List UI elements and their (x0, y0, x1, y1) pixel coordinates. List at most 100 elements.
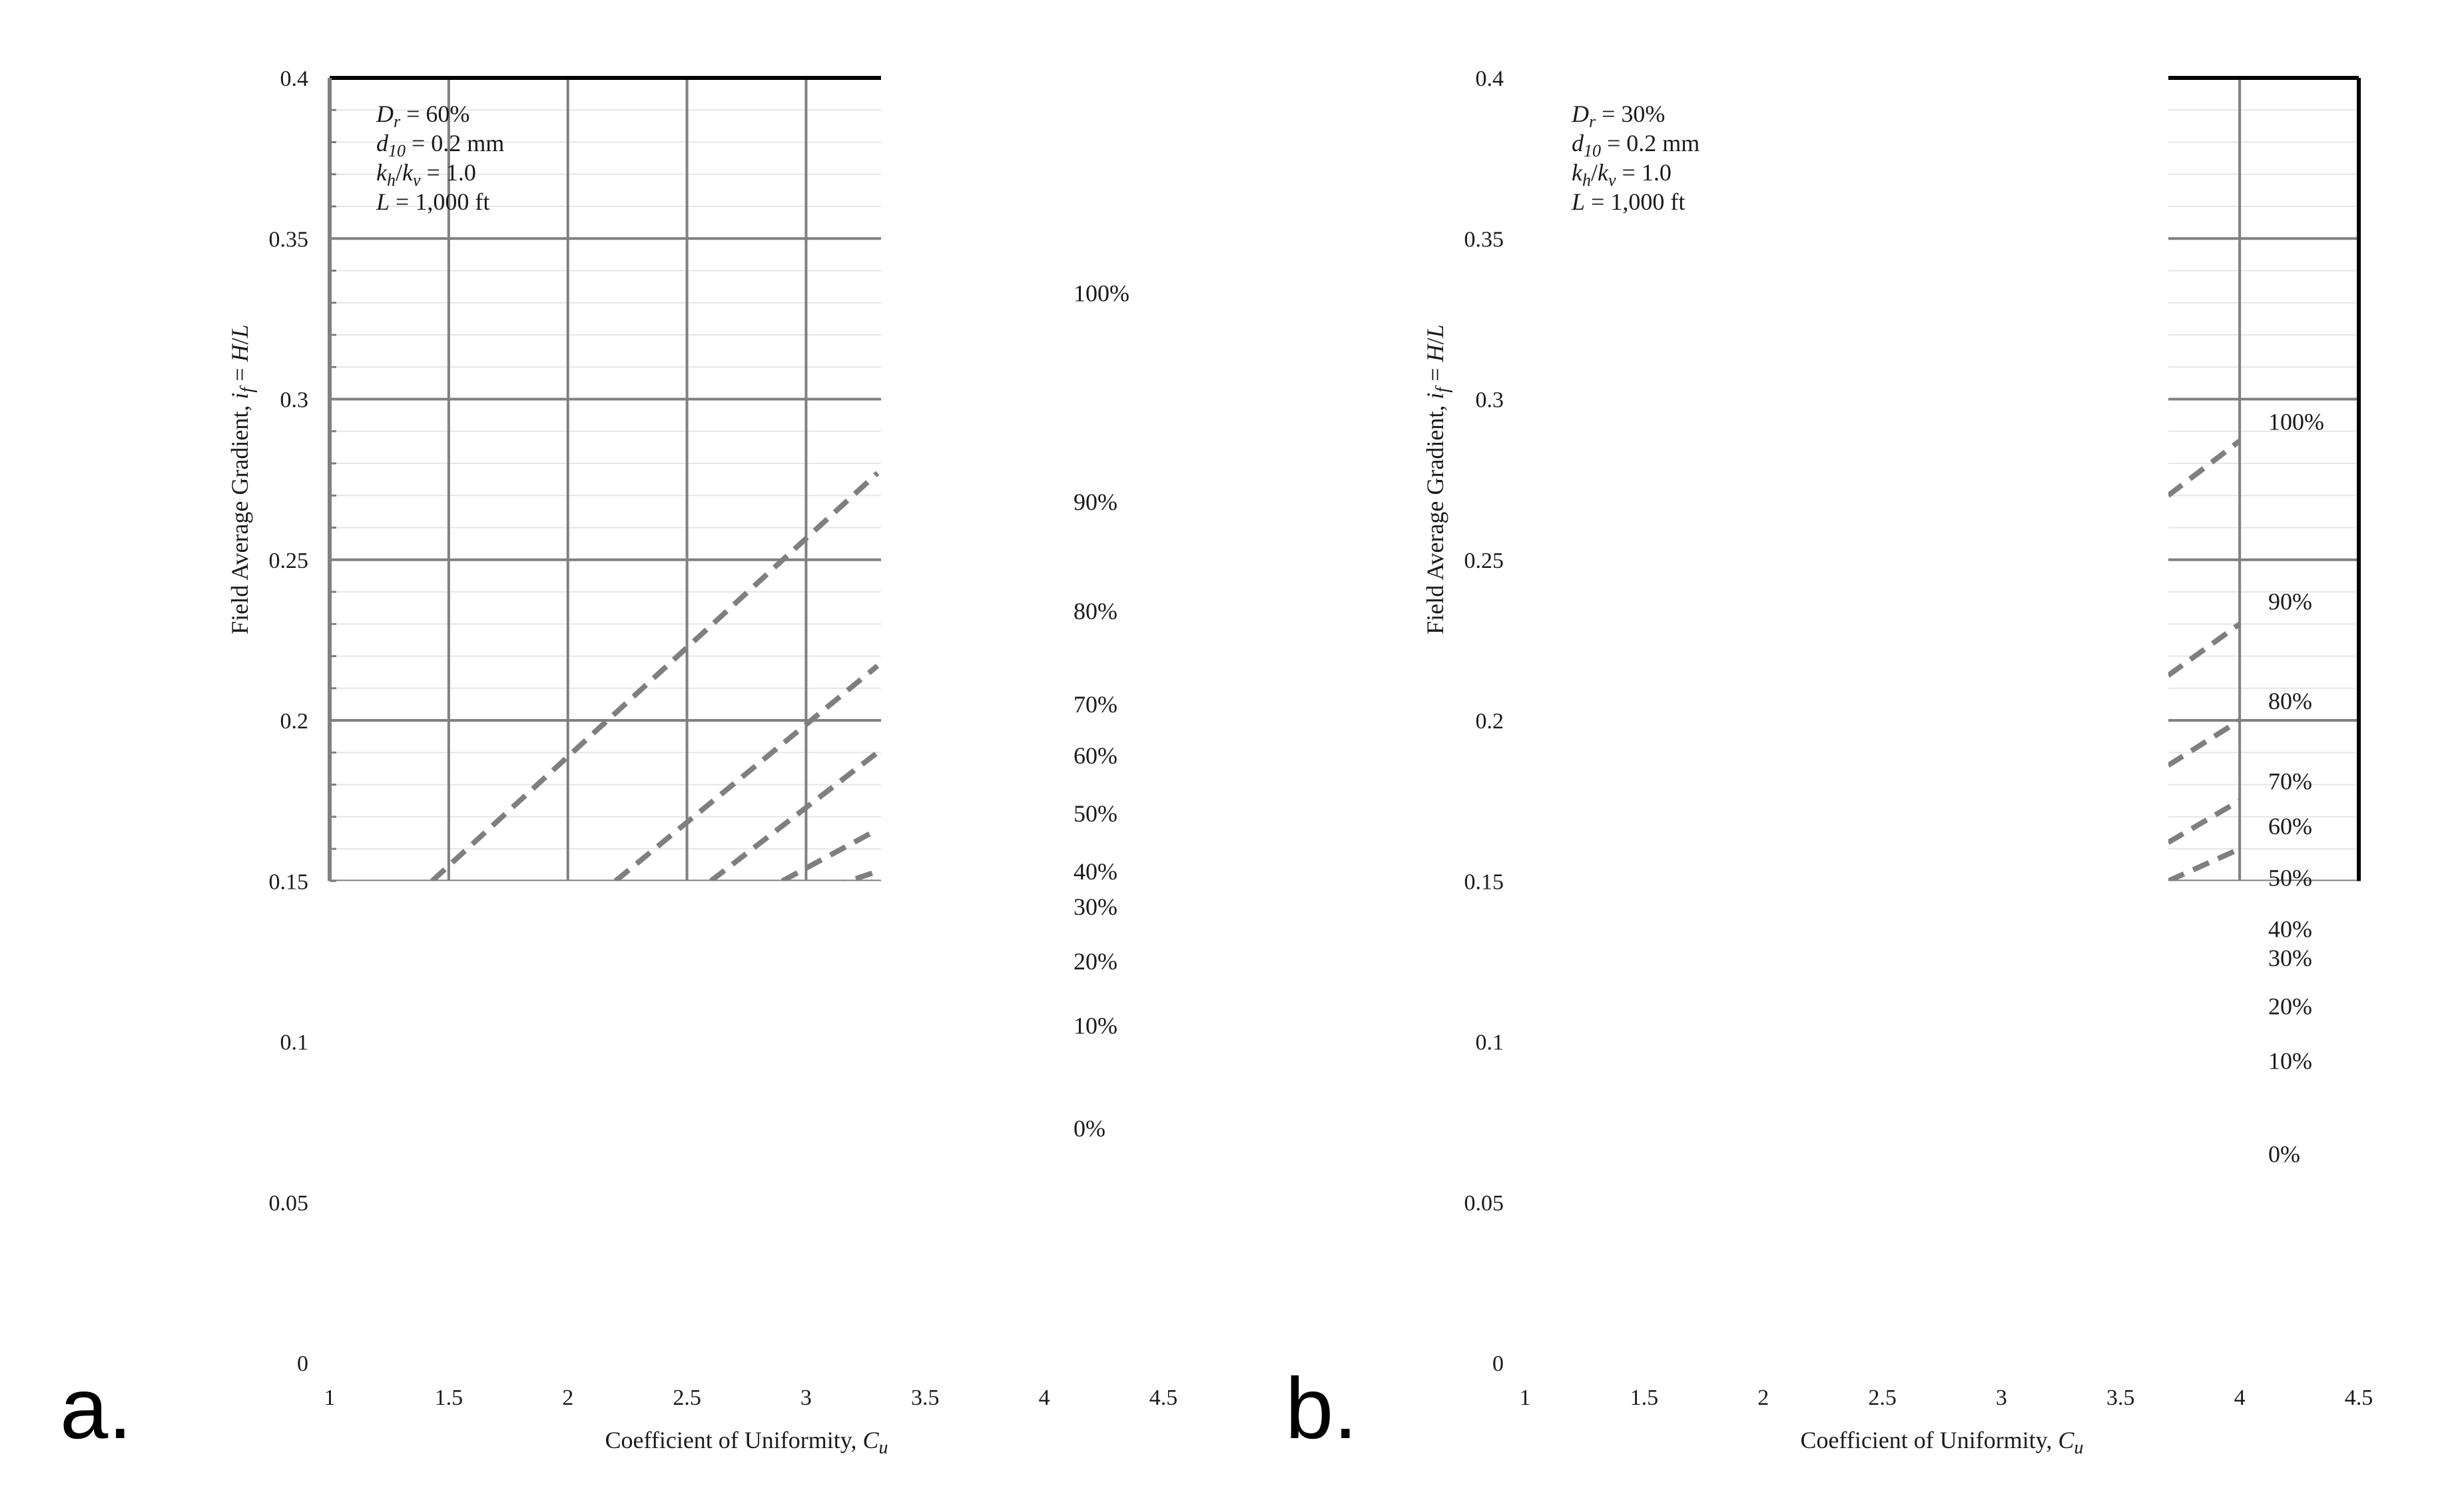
x-tick-label: 1 (1520, 1385, 1531, 1410)
y-tick-label: 0.4 (280, 67, 309, 91)
x-tick-label: 4.5 (2345, 1385, 2373, 1410)
annotation-sub: h (1582, 170, 1591, 190)
series-label: 80% (1074, 598, 1117, 625)
annotation-sub: 10 (388, 141, 406, 160)
annotation-sub: r (394, 112, 401, 131)
y-axis-label-var3: L (1422, 324, 1448, 338)
series-line (430, 471, 880, 881)
series-label: 100% (2268, 408, 2324, 435)
y-axis-label-rest: = (1422, 362, 1448, 387)
plot-area (2168, 78, 2359, 881)
series-label: 60% (1074, 742, 1117, 769)
x-axis-label-sub: u (878, 1437, 888, 1458)
series-line (613, 663, 880, 881)
y-tick-label: 0.15 (1464, 870, 1504, 894)
series-label: 10% (1074, 1012, 1117, 1039)
series-label: 50% (2268, 864, 2312, 891)
series-line (840, 868, 879, 881)
series-label: 70% (2268, 768, 2312, 795)
series-line (2168, 622, 2242, 678)
annotation-slash: / (1591, 159, 1598, 186)
y-axis-label-slash: / (226, 338, 253, 344)
y-tick-label: 0.1 (1476, 1031, 1504, 1055)
y-tick-label: 0 (1492, 1352, 1504, 1376)
series-label: 80% (2268, 688, 2312, 714)
x-tick-label: 2 (1757, 1385, 1769, 1410)
annotation-sub2: v (413, 170, 421, 190)
annotation-var: L (1571, 188, 1585, 215)
y-tick-label: 0.3 (1476, 388, 1504, 413)
x-tick-label: 1.5 (435, 1385, 463, 1410)
x-tick-label: 4 (1039, 1385, 1050, 1410)
x-tick-label: 3.5 (2106, 1385, 2135, 1410)
annotation-value: = 30% (1596, 101, 1665, 127)
series-label: 30% (2268, 945, 2312, 971)
annotation-var: k (1572, 159, 1583, 186)
series-line (2168, 718, 2242, 768)
x-tick-label: 4 (2234, 1385, 2246, 1410)
y-axis-label-var2: H (226, 343, 253, 362)
x-tick-label: 1 (324, 1385, 336, 1410)
y-tick-label: 0.35 (1464, 227, 1504, 252)
annotation-value: = 0.2 mm (406, 130, 504, 156)
y-axis-label: Field Average Gradient, if = H/L (1422, 324, 1453, 634)
x-axis-label-text: Coefficient of Uniformity, (1801, 1427, 2058, 1453)
series-label: 60% (2268, 813, 2312, 840)
y-axis-label: Field Average Gradient, if = H/L (226, 324, 258, 634)
y-tick-label: 0.1 (280, 1031, 309, 1055)
series-line (2168, 846, 2241, 881)
x-tick-label: 3 (800, 1385, 812, 1410)
series-label: 100% (1074, 280, 1129, 306)
series-label: 0% (1074, 1115, 1105, 1142)
y-tick-label: 0.25 (269, 549, 309, 573)
y-tick-label: 0.4 (1476, 67, 1504, 91)
series-label: 10% (2268, 1047, 2312, 1074)
annotation-line: d10 = 0.2 mm (376, 130, 504, 160)
annotation-var: d (376, 130, 389, 156)
annotation-var: D (1571, 101, 1589, 127)
series-label: 20% (1074, 948, 1117, 975)
annotation-line: d10 = 0.2 mm (1572, 130, 1699, 160)
y-tick-label: 0.05 (1464, 1191, 1504, 1216)
plot-area (330, 78, 881, 881)
x-tick-label: 2 (562, 1385, 573, 1410)
y-tick-label: 0.25 (1464, 549, 1504, 573)
series-line (2168, 798, 2242, 845)
annotation-var2: k (1598, 159, 1609, 186)
annotation-line: Dr = 60% (376, 101, 469, 131)
annotation-sub: h (387, 170, 396, 190)
annotation-line: kh/kv = 1.0 (376, 159, 476, 190)
y-axis-label-slash: / (1422, 338, 1448, 344)
series-line (2168, 439, 2242, 498)
x-tick-label: 1.5 (1630, 1385, 1659, 1410)
annotation-var: k (376, 159, 388, 186)
x-axis-label-sub: u (2074, 1437, 2083, 1458)
y-tick-label: 0.05 (269, 1191, 309, 1216)
chart-panel-a: 0 0.05 0.1 0.15 0.2 0.25 0.3 0.35 0.4 1 1.5 2 2.5 3 3.… (60, 67, 1177, 1458)
annotation-slash: / (396, 159, 402, 186)
x-axis-label-var: C (862, 1427, 879, 1453)
annotation-value: = 0.2 mm (1601, 130, 1699, 156)
y-axis-label-text: Field Average Gradient, (226, 399, 253, 634)
x-tick-label: 2.5 (673, 1385, 701, 1410)
annotation-var: D (376, 101, 394, 127)
series-label: 0% (2268, 1140, 2300, 1167)
annotation-line: L = 1,000 ft (376, 188, 489, 215)
x-tick-label: 4.5 (1149, 1385, 1178, 1410)
series-label: 50% (1074, 800, 1117, 827)
x-axis-label: Coefficient of Uniformity, Cu (1801, 1427, 2084, 1458)
series-label: 30% (1074, 893, 1117, 920)
annotation-value: = 1.0 (421, 159, 476, 186)
y-tick-label: 0.2 (1476, 709, 1504, 734)
series-label: 20% (2268, 993, 2312, 1019)
series-label: 40% (1074, 858, 1117, 885)
panel-letter: b. (1285, 1360, 1357, 1457)
annotation-var2: k (402, 159, 414, 186)
annotation-value: = 1.0 (1616, 159, 1672, 186)
annotation-sub: 10 (1584, 141, 1601, 160)
panel-letter: a. (60, 1360, 132, 1457)
series-label: 40% (2268, 916, 2312, 943)
series-label: 90% (1074, 489, 1117, 515)
y-axis-label-sub: f (1432, 385, 1453, 393)
